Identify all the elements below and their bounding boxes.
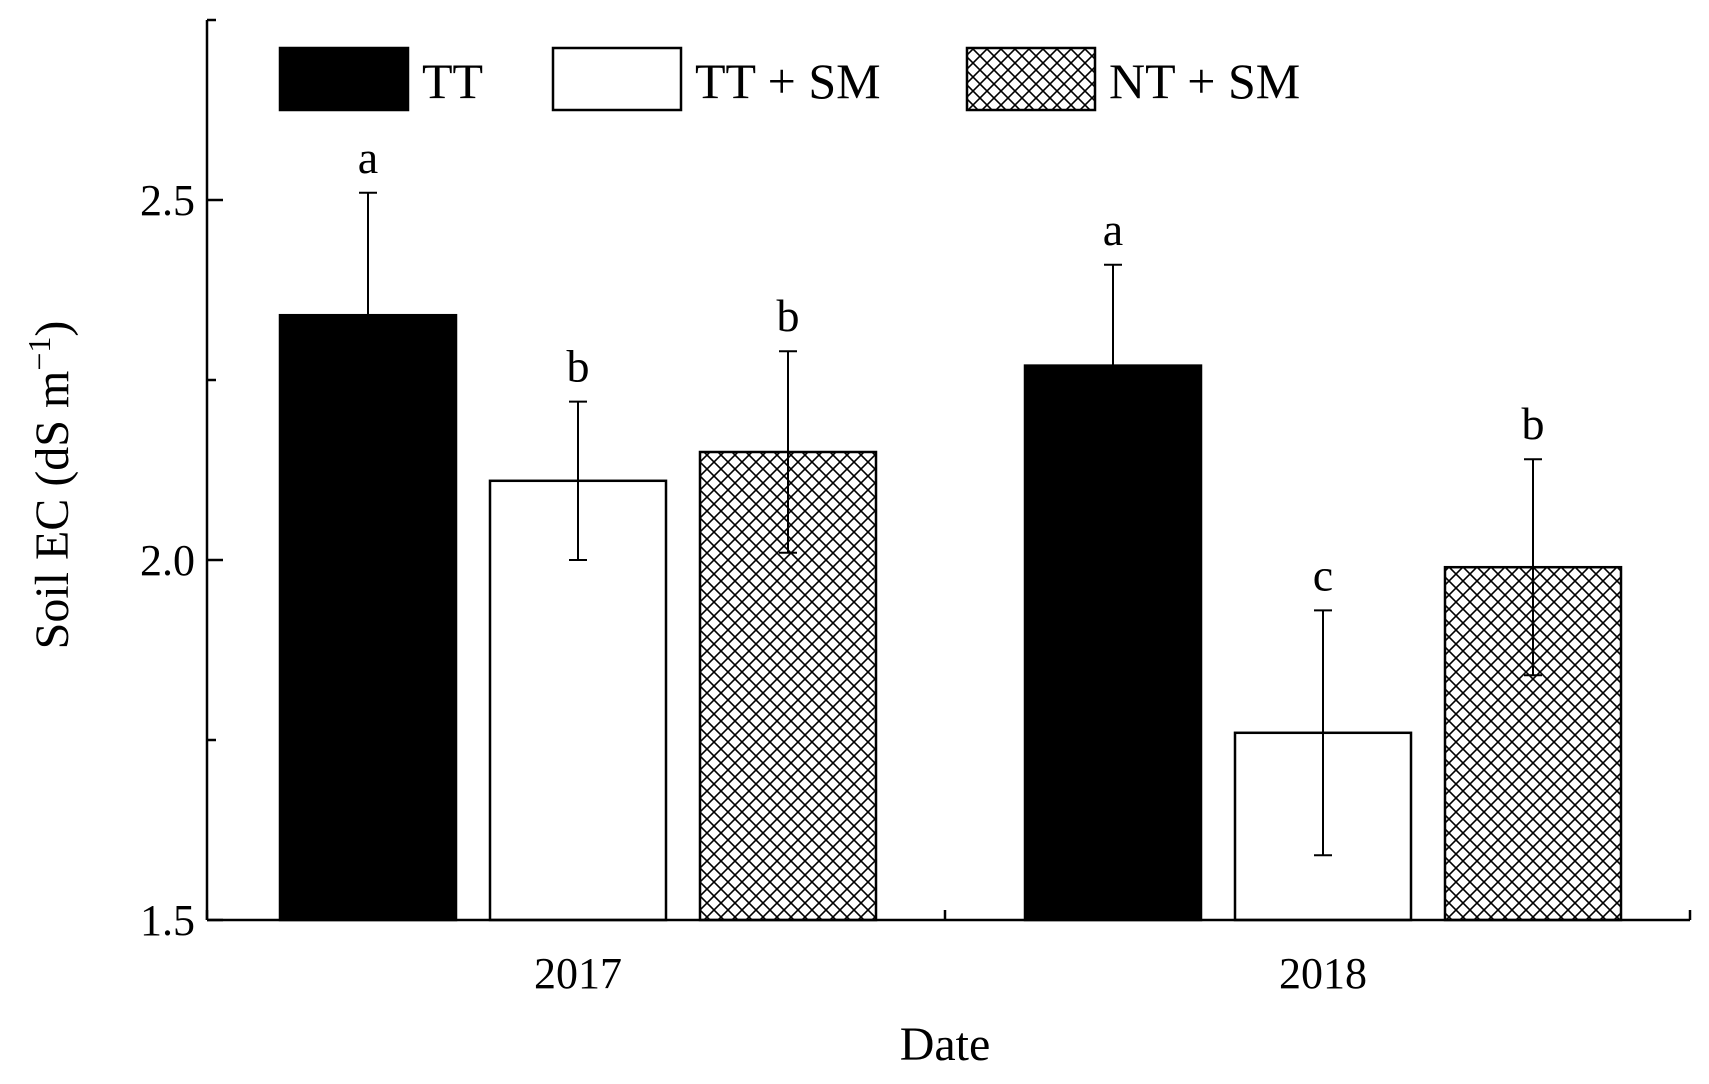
bars-layer bbox=[278, 313, 1623, 922]
legend-label: TT bbox=[422, 53, 483, 109]
y-axis-title-close: ) bbox=[26, 321, 79, 337]
y-axis-title: Soil EC (dS m−1) bbox=[21, 321, 79, 650]
significance-letter: b bbox=[1522, 398, 1545, 449]
significance-letter: a bbox=[1103, 204, 1123, 255]
legend-swatch bbox=[551, 46, 683, 112]
y-tick-label: 1.5 bbox=[140, 896, 195, 945]
significance-letter: b bbox=[777, 290, 800, 341]
axes bbox=[205, 20, 1690, 922]
x-tick-label: 2018 bbox=[1279, 949, 1367, 998]
significance-letter: a bbox=[358, 132, 378, 183]
legend-swatch bbox=[278, 46, 410, 112]
y-ticks: 1.5 2.0 2.5 bbox=[140, 18, 223, 945]
y-tick-label: 2.0 bbox=[140, 536, 195, 585]
significance-letter: c bbox=[1313, 549, 1333, 600]
x-ticks: 2017 2018 bbox=[205, 910, 1692, 998]
y-tick-label: 2.5 bbox=[140, 176, 195, 225]
x-tick-label: 2017 bbox=[534, 949, 622, 998]
legend-swatch bbox=[965, 46, 1097, 112]
x-axis-title: Date bbox=[900, 1018, 991, 1071]
significance-letter: b bbox=[567, 341, 590, 392]
y-axis-title-superscript: −1 bbox=[21, 337, 57, 371]
error-bars-layer bbox=[359, 191, 1542, 857]
legend: TT TT + SM NT + SM bbox=[278, 46, 1300, 112]
y-axis-title-main: Soil EC (dS m bbox=[26, 371, 79, 650]
legend-label: NT + SM bbox=[1109, 53, 1300, 109]
significance-letters-layer: a b b a c b bbox=[358, 132, 1545, 601]
legend-label: TT + SM bbox=[695, 53, 881, 109]
